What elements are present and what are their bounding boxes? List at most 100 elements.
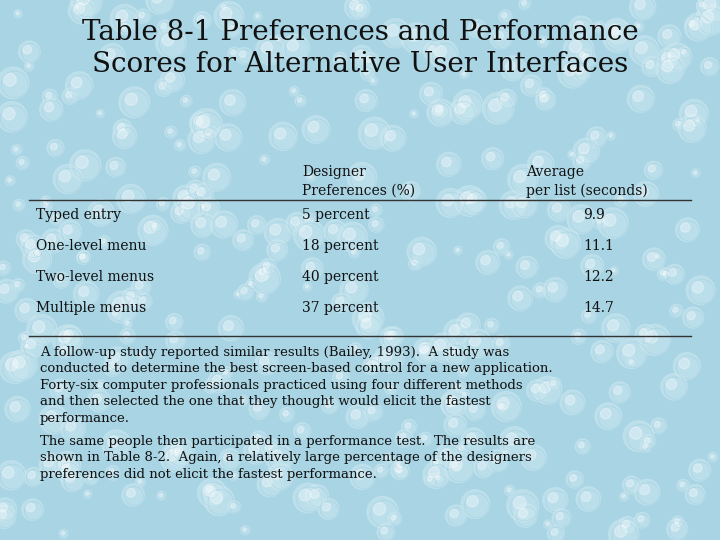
Circle shape [407, 29, 420, 41]
Circle shape [289, 86, 300, 97]
Circle shape [249, 262, 280, 294]
Circle shape [292, 89, 295, 92]
Circle shape [387, 385, 392, 390]
Circle shape [428, 333, 457, 362]
Circle shape [611, 268, 615, 272]
Circle shape [47, 139, 64, 157]
Circle shape [433, 459, 438, 464]
Circle shape [122, 484, 144, 506]
Circle shape [57, 275, 63, 282]
Circle shape [215, 2, 243, 31]
Circle shape [505, 251, 513, 259]
Circle shape [435, 443, 462, 470]
Circle shape [485, 319, 499, 333]
Circle shape [684, 13, 712, 41]
Circle shape [526, 439, 531, 443]
Circle shape [546, 522, 549, 525]
Circle shape [459, 445, 464, 450]
Circle shape [658, 25, 681, 48]
Circle shape [639, 484, 649, 495]
Circle shape [642, 57, 662, 77]
Circle shape [66, 91, 72, 98]
Circle shape [230, 50, 235, 55]
Circle shape [516, 256, 538, 278]
Circle shape [678, 114, 706, 142]
Circle shape [427, 99, 454, 126]
Circle shape [53, 325, 83, 355]
Circle shape [246, 279, 256, 289]
Circle shape [690, 18, 701, 30]
Circle shape [661, 374, 687, 400]
Circle shape [231, 473, 235, 477]
Circle shape [653, 253, 662, 261]
Circle shape [54, 383, 63, 392]
Circle shape [109, 307, 123, 321]
Circle shape [456, 313, 480, 338]
Circle shape [680, 222, 690, 232]
Circle shape [491, 454, 500, 463]
Circle shape [190, 109, 222, 140]
Circle shape [540, 38, 544, 43]
Circle shape [220, 8, 232, 19]
Circle shape [419, 343, 429, 353]
Circle shape [411, 260, 417, 265]
Circle shape [99, 44, 125, 69]
Circle shape [459, 96, 471, 107]
Circle shape [412, 112, 415, 115]
Circle shape [264, 219, 292, 246]
Circle shape [158, 82, 166, 89]
Circle shape [73, 2, 83, 12]
Circle shape [441, 393, 464, 416]
Circle shape [382, 453, 394, 464]
Circle shape [369, 77, 378, 85]
Circle shape [108, 436, 120, 447]
Circle shape [126, 292, 134, 300]
Circle shape [446, 505, 467, 526]
Circle shape [58, 331, 71, 343]
Circle shape [500, 448, 511, 458]
Circle shape [176, 191, 206, 221]
Circle shape [271, 244, 279, 252]
Circle shape [399, 433, 406, 440]
Circle shape [202, 483, 218, 499]
Circle shape [566, 471, 583, 488]
Circle shape [215, 124, 242, 151]
Circle shape [197, 15, 204, 22]
Circle shape [454, 186, 485, 216]
Text: 37 percent: 37 percent [302, 301, 379, 315]
Circle shape [265, 442, 272, 449]
Circle shape [574, 68, 579, 72]
Circle shape [464, 329, 492, 357]
Circle shape [105, 347, 130, 372]
Circle shape [166, 314, 183, 330]
Circle shape [381, 527, 387, 534]
Circle shape [266, 463, 293, 490]
Circle shape [177, 142, 181, 146]
Circle shape [16, 157, 29, 170]
Circle shape [225, 23, 240, 37]
Circle shape [670, 305, 683, 318]
Circle shape [503, 450, 507, 454]
Circle shape [276, 37, 279, 40]
Circle shape [573, 138, 600, 164]
Circle shape [449, 347, 458, 355]
Circle shape [188, 126, 215, 153]
Circle shape [648, 165, 655, 172]
Circle shape [306, 262, 315, 271]
Circle shape [418, 432, 432, 446]
Circle shape [640, 441, 652, 453]
Circle shape [572, 65, 584, 77]
Circle shape [0, 461, 26, 490]
Circle shape [486, 152, 495, 161]
Circle shape [166, 331, 185, 350]
Circle shape [271, 450, 282, 461]
Circle shape [40, 454, 62, 476]
Circle shape [15, 299, 39, 322]
Circle shape [552, 509, 571, 527]
Circle shape [444, 453, 474, 483]
Circle shape [644, 437, 649, 443]
Circle shape [405, 185, 413, 193]
Circle shape [61, 531, 65, 535]
Circle shape [355, 469, 365, 480]
Circle shape [460, 390, 469, 400]
